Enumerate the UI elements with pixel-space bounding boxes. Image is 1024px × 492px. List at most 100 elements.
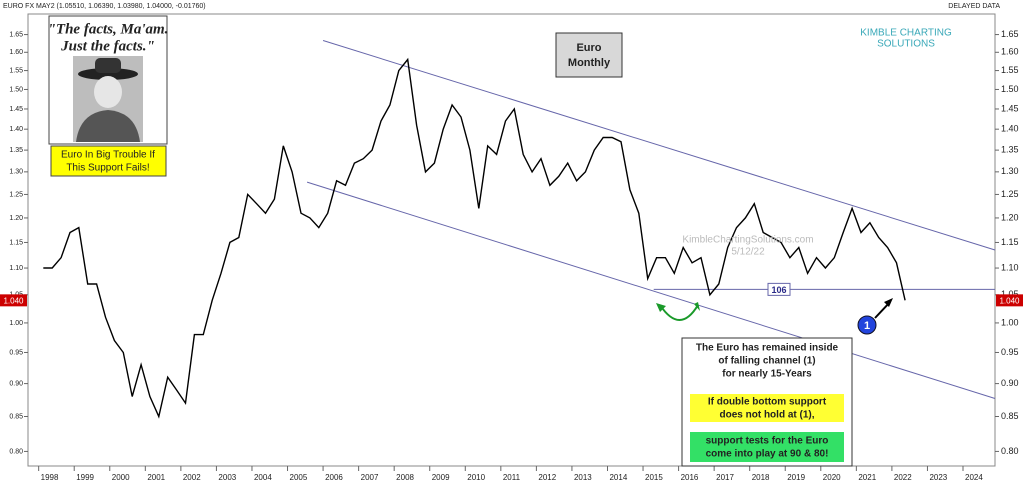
trendline <box>322 40 996 251</box>
y-tick-label: 1.10 <box>1001 262 1019 272</box>
x-tick-label: 2010 <box>467 473 485 482</box>
note: for nearly 15-Years <box>722 369 812 380</box>
x-tick-label: 1998 <box>41 473 59 482</box>
y-tick-label: 0.85 <box>9 413 23 420</box>
photo-hat <box>78 68 138 80</box>
y-tick-label: 1.65 <box>9 31 23 38</box>
watermark: 5/12/22 <box>731 247 765 258</box>
x-tick-label: 2001 <box>147 473 165 482</box>
y-tick-label: 1.55 <box>1001 65 1019 75</box>
last-price-box <box>0 294 27 307</box>
arrow-head <box>656 302 700 312</box>
x-tick-label: 2004 <box>254 473 272 482</box>
x-tick-label: 2024 <box>965 473 983 482</box>
x-tick-label: 2021 <box>858 473 876 482</box>
y-tick-label: 1.55 <box>9 67 23 74</box>
header: EURO FX MAY2 (1.05510, 1.06390, 1.03980,… <box>3 3 206 10</box>
photo-hat <box>95 58 121 73</box>
y-tick-label: 1.60 <box>9 49 23 56</box>
last-price-label: 1.040 <box>3 296 24 305</box>
marker-label: 1 <box>864 320 870 332</box>
warning-box <box>50 145 167 177</box>
trendline <box>306 181 996 399</box>
marker-circle <box>857 315 877 335</box>
y-tick-label: 1.35 <box>1001 144 1019 154</box>
x-tick-label: 2002 <box>183 473 201 482</box>
x-tick-label: 2019 <box>787 473 805 482</box>
support-label-box <box>767 282 791 296</box>
x-tick-label: 2000 <box>112 473 130 482</box>
last-price-box <box>996 294 1023 307</box>
y-tick-label: 1.15 <box>9 239 23 246</box>
y-tick-label: 1.45 <box>1001 103 1019 113</box>
note-yellow: If double bottom support <box>708 397 827 408</box>
y-tick-label: 0.90 <box>1001 378 1019 388</box>
y-tick-label: 0.80 <box>1001 446 1019 456</box>
y-tick-label: 1.25 <box>9 191 23 198</box>
x-tick-label: 2011 <box>503 473 521 482</box>
y-tick-label: 1.20 <box>9 215 23 222</box>
header-right: DELAYED DATA <box>948 3 1000 10</box>
photo-suit <box>76 110 140 142</box>
y-tick-label: 1.15 <box>1001 237 1019 247</box>
title-box <box>555 32 623 78</box>
x-tick-label: 2003 <box>218 473 236 482</box>
note-green-box <box>690 432 844 462</box>
plot-frame <box>27 13 996 467</box>
note-green: support tests for the Euro <box>706 436 829 447</box>
x-tick-label: 2012 <box>538 473 556 482</box>
y-tick-label: 0.80 <box>9 448 23 455</box>
y-tick-label: 1.25 <box>1001 189 1019 199</box>
quote: "The facts, Ma'am. <box>48 21 169 37</box>
x-tick-label: 2017 <box>716 473 734 482</box>
note: of falling channel (1) <box>718 356 815 367</box>
title: Euro <box>576 42 601 54</box>
warning: This Support Fails! <box>66 163 149 174</box>
last-price-label: 1.040 <box>999 296 1020 305</box>
y-tick-label: 0.90 <box>9 380 23 387</box>
logo: KIMBLE CHARTING <box>860 28 952 39</box>
quote: Just the facts." <box>60 38 155 54</box>
y-tick-label: 1.35 <box>9 147 23 154</box>
price-line <box>43 57 906 419</box>
x-tick-label: 2016 <box>681 473 699 482</box>
note-yellow: does not hold at (1), <box>720 410 815 421</box>
y-tick-label: 1.40 <box>1001 124 1019 134</box>
y-tick-label: 1.60 <box>1001 47 1019 57</box>
title: Monthly <box>568 57 611 69</box>
y-tick-label: 1.20 <box>1001 212 1019 222</box>
note-green: come into play at 90 & 80! <box>706 449 829 460</box>
x-tick-label: 2009 <box>432 473 450 482</box>
watermark: KimbleChartingSolutions.com <box>682 235 813 246</box>
note-yellow-box <box>690 394 844 422</box>
y-tick-label: 1.05 <box>1001 289 1019 299</box>
logo: SOLUTIONS <box>877 39 935 50</box>
photo-face <box>94 76 122 108</box>
y-tick-label: 0.85 <box>1001 411 1019 421</box>
x-tick-label: 2023 <box>929 473 947 482</box>
x-tick-label: 2006 <box>325 473 343 482</box>
y-tick-label: 1.50 <box>9 86 23 93</box>
x-tick-label: 2020 <box>823 473 841 482</box>
x-tick-label: 2008 <box>396 473 414 482</box>
y-tick-label: 1.50 <box>1001 84 1019 94</box>
warning: Euro In Big Trouble If <box>61 150 155 161</box>
y-tick-label: 1.10 <box>9 265 23 272</box>
y-tick-label: 0.95 <box>9 349 23 356</box>
note: The Euro has remained inside <box>696 343 839 354</box>
y-tick-label: 1.40 <box>9 126 23 133</box>
y-tick-label: 0.95 <box>1001 347 1019 357</box>
x-tick-label: 1999 <box>76 473 94 482</box>
x-tick-label: 2022 <box>894 473 912 482</box>
y-tick-label: 1.30 <box>9 169 23 176</box>
x-tick-label: 2015 <box>645 473 663 482</box>
x-tick-label: 2013 <box>574 473 592 482</box>
support-label: 106 <box>771 285 786 295</box>
y-tick-label: 1.00 <box>9 320 23 327</box>
y-tick-label: 1.00 <box>1001 317 1019 327</box>
arrow-head <box>884 298 893 307</box>
x-tick-label: 2014 <box>609 473 627 482</box>
double-bottom-arrow <box>659 304 699 321</box>
